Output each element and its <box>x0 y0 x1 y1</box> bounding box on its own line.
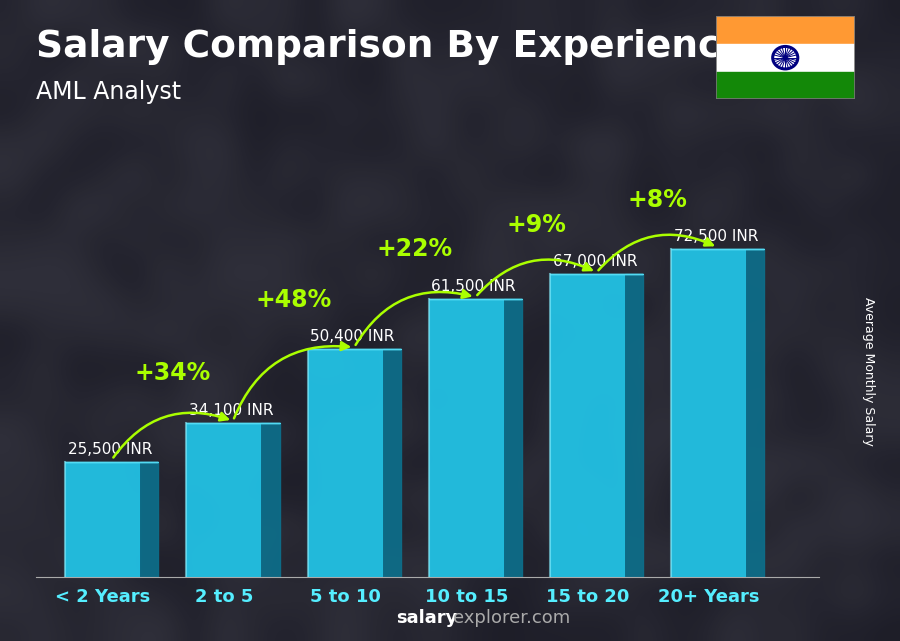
Text: +34%: +34% <box>134 361 211 385</box>
Text: +8%: +8% <box>627 188 687 212</box>
Polygon shape <box>746 249 764 577</box>
Text: +9%: +9% <box>506 213 566 237</box>
Text: salary: salary <box>396 609 457 627</box>
Bar <box>428 299 504 577</box>
Polygon shape <box>382 349 400 577</box>
Bar <box>65 462 140 577</box>
Polygon shape <box>261 423 280 577</box>
Bar <box>716 44 855 72</box>
Bar <box>716 16 855 44</box>
Text: Average Monthly Salary: Average Monthly Salary <box>862 297 875 446</box>
Text: AML Analyst: AML Analyst <box>36 80 181 104</box>
Bar <box>716 72 855 99</box>
Bar <box>308 349 382 577</box>
Text: 67,000 INR: 67,000 INR <box>553 254 637 269</box>
Polygon shape <box>504 299 522 577</box>
Bar <box>671 249 746 577</box>
Text: explorer.com: explorer.com <box>453 609 570 627</box>
Text: Salary Comparison By Experience: Salary Comparison By Experience <box>36 29 746 65</box>
Text: 25,500 INR: 25,500 INR <box>68 442 152 456</box>
Text: 34,100 INR: 34,100 INR <box>189 403 274 418</box>
Polygon shape <box>626 274 644 577</box>
Circle shape <box>783 56 788 60</box>
Text: 61,500 INR: 61,500 INR <box>431 279 516 294</box>
Text: 72,500 INR: 72,500 INR <box>674 229 758 244</box>
Bar <box>550 274 626 577</box>
Polygon shape <box>140 462 158 577</box>
Text: 50,400 INR: 50,400 INR <box>310 329 394 344</box>
Bar <box>186 423 261 577</box>
Text: +22%: +22% <box>377 237 453 262</box>
Text: +48%: +48% <box>256 288 332 312</box>
